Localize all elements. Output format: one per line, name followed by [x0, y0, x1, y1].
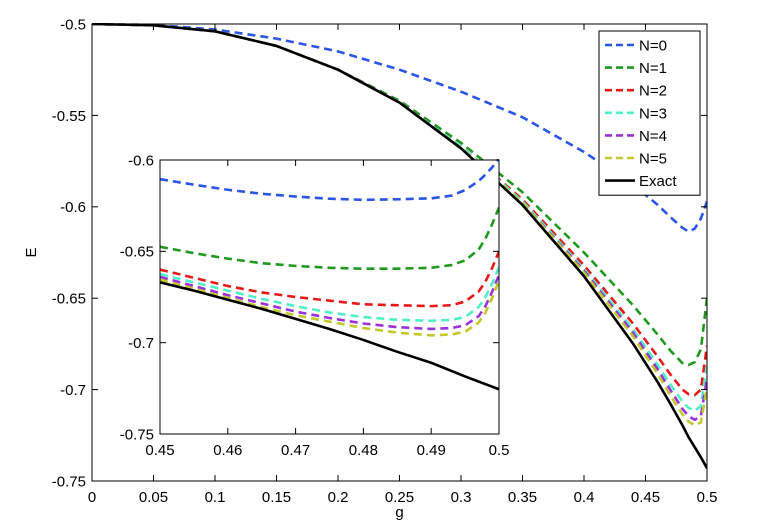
inset-series-n-4-line: [160, 274, 499, 331]
main-x-tick-label: 0.05: [139, 489, 168, 506]
main-series-exact-line: [92, 23, 707, 469]
inset-series-n-3-line: [160, 266, 499, 323]
inset-x-tick-label: 0.47: [281, 442, 310, 459]
main-series-n-3-line: [92, 23, 707, 412]
legend-label-n-3: N=3: [639, 105, 667, 122]
main-series-n-1-line: [92, 23, 707, 367]
main-x-tick-label: 0: [88, 489, 96, 506]
main-x-tick-label: 0.15: [262, 489, 291, 506]
inset-axes-frame: [159, 159, 500, 435]
inset-chart: 0.45 0.46 0.47 0.48 0.49 0.5 -0.6 -0.65 -0.7 -0.7…: [120, 152, 510, 459]
main-series-group: [92, 23, 707, 469]
inset-series-n-2-line: [160, 250, 499, 308]
inset-y-tick-label: -0.75: [120, 426, 154, 443]
legend-label-n-4: N=4: [639, 128, 667, 145]
legend-box: [598, 30, 701, 196]
legend-label-exact: Exact: [639, 173, 677, 190]
main-x-tick-label: 0.35: [508, 489, 537, 506]
main-x-tick-label: 0.1: [205, 489, 226, 506]
main-x-tick-label: 0.3: [451, 489, 472, 506]
main-y-tick-label: -0.7: [60, 382, 86, 399]
inset-series-n-0-line: [160, 159, 499, 202]
inset-plot-area: [160, 160, 499, 434]
main-x-tick-label: 0.4: [574, 489, 595, 506]
main-y-tick-label: -0.65: [52, 291, 86, 308]
main-x-tick-label: 0.2: [328, 489, 349, 506]
legend-label-n-5: N=5: [639, 151, 667, 168]
inset-y-tick-label: -0.65: [120, 244, 154, 261]
legend-label-n-0: N=0: [639, 38, 667, 55]
inset-series-n-1-line: [160, 206, 499, 270]
main-x-tick-label: 0.5: [697, 489, 718, 506]
main-y-tick-label: -0.6: [60, 199, 86, 216]
inset-x-tick-label: 0.45: [145, 442, 174, 459]
inset-x-tick-label: 0.5: [489, 442, 510, 459]
main-x-tick-label: 0.45: [631, 489, 660, 506]
main-series-n-0-line: [92, 23, 707, 233]
main-x-axis-label: g: [395, 504, 403, 521]
inset-y-tick-label: -0.6: [128, 152, 154, 169]
inset-series-n-5-line: [160, 278, 499, 337]
inset-x-tick-label: 0.46: [213, 442, 242, 459]
legend-label-n-1: N=1: [639, 60, 667, 77]
main-y-tick-label: -0.55: [52, 108, 86, 125]
legend-label-n-2: N=2: [639, 83, 667, 100]
inset-x-tick-label: 0.48: [349, 442, 378, 459]
main-x-tick-label: 0.25: [385, 489, 414, 506]
inset-x-tick-label: 0.49: [417, 442, 446, 459]
main-y-axis-label: E: [23, 247, 40, 257]
legend: N=0 N=1 N=2 N=3 N=4 N=5 Exact: [598, 30, 701, 196]
main-y-tick-label: -0.5: [60, 16, 86, 33]
main-series-n-5-line: [92, 23, 707, 427]
inset-series-exact-line: [160, 281, 499, 391]
main-y-tick-label: -0.75: [52, 473, 86, 490]
inset-series-group: [160, 159, 499, 391]
inset-y-tick-label: -0.7: [128, 335, 154, 352]
